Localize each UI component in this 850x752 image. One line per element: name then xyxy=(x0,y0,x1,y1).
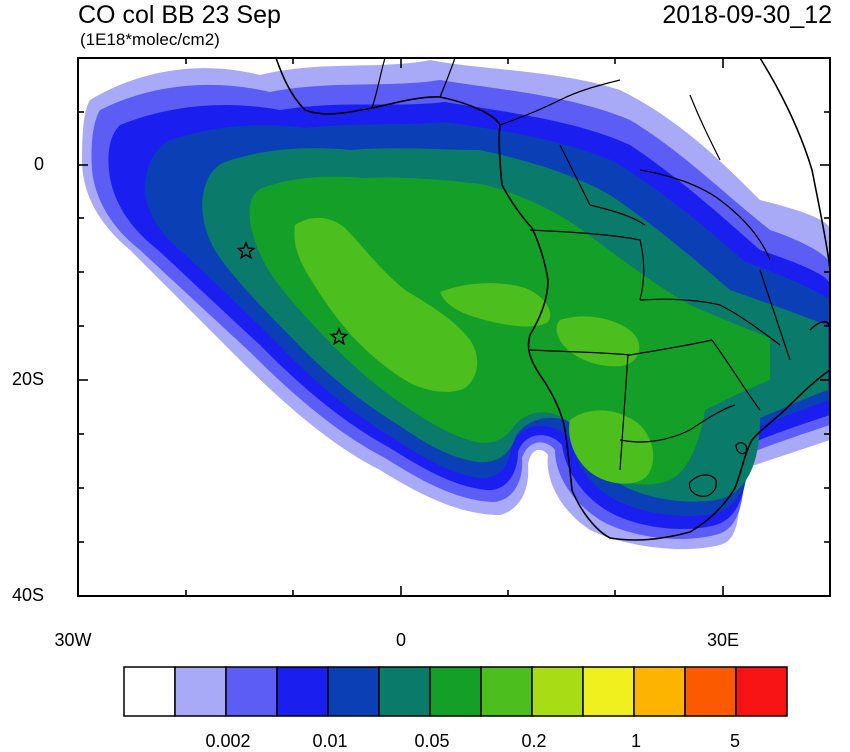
colorbar-label-2: 0.01 xyxy=(312,731,348,751)
colorbar-label-1: 0.002 xyxy=(205,731,251,751)
colorbar-label-5: 1 xyxy=(630,731,641,751)
eswatini-outline xyxy=(735,442,747,455)
border-11 xyxy=(689,94,721,161)
lesotho-outline xyxy=(688,474,717,497)
west-africa-coast xyxy=(275,58,830,541)
star-marker-2 xyxy=(329,327,349,346)
border-8 xyxy=(711,339,761,411)
colorbar-label-6: 5 xyxy=(729,731,740,751)
border-2 xyxy=(439,58,456,98)
plume-level-6 xyxy=(249,176,770,485)
border-9 xyxy=(619,404,736,443)
map-title: CO col BB 23 Sep xyxy=(78,1,281,29)
country-borders xyxy=(371,58,791,497)
colorbar-swatch-2 xyxy=(174,666,227,717)
tick-marks xyxy=(78,58,830,597)
colorbar-swatch-1 xyxy=(123,666,176,717)
colorbar-swatch-13 xyxy=(735,666,788,717)
border-12 xyxy=(559,144,591,206)
border-14 xyxy=(759,269,791,361)
colorbar-swatch-6 xyxy=(378,666,431,717)
colorbar-swatch-4 xyxy=(276,666,329,717)
markers xyxy=(236,241,349,346)
colorbar-swatch-9 xyxy=(531,666,584,717)
colorbar-swatch-12 xyxy=(684,666,737,717)
colorbar xyxy=(123,666,788,717)
y-tick-label-20s: 20S xyxy=(11,369,44,389)
border-7 xyxy=(639,298,781,346)
colorbar-swatch-11 xyxy=(633,666,686,717)
colorbar-swatch-10 xyxy=(582,666,635,717)
plume-level-7-south xyxy=(569,410,654,484)
colorbar-swatch-5 xyxy=(327,666,380,717)
plot-frame xyxy=(77,57,831,597)
colorbar-swatch-3 xyxy=(225,666,278,717)
star-marker-1 xyxy=(236,241,256,260)
border-1 xyxy=(371,58,386,109)
co-column-field xyxy=(82,60,830,550)
colorbar-swatch-7 xyxy=(429,666,482,717)
border-4 xyxy=(529,229,645,301)
map-timestamp: 2018-09-30_12 xyxy=(662,1,832,29)
x-tick-label-30e: 30E xyxy=(706,630,740,650)
y-tick-label-40s: 40S xyxy=(11,585,44,605)
x-tick-label-0: 0 xyxy=(395,630,406,650)
colorbar-label-4: 0.2 xyxy=(521,731,547,751)
border-13 xyxy=(589,204,646,226)
plume-level-7 xyxy=(294,217,478,392)
border-5 xyxy=(529,339,713,356)
x-tick-label-30w: 30W xyxy=(54,630,92,650)
y-tick-label-0: 0 xyxy=(33,154,44,174)
units-label: (1E18*molec/cm2) xyxy=(80,30,220,49)
colorbar-label-3: 0.05 xyxy=(414,731,450,751)
east-coast xyxy=(759,58,830,271)
colorbar-swatch-8 xyxy=(480,666,533,717)
border-6 xyxy=(619,354,629,471)
border-10 xyxy=(639,169,771,261)
border-3 xyxy=(499,79,621,126)
plume-level-7-east xyxy=(440,283,551,327)
